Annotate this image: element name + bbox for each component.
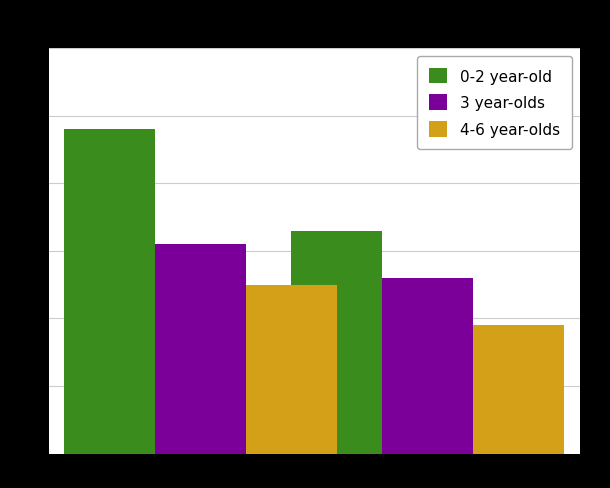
Bar [382,278,473,454]
Bar [155,244,246,454]
Bar [473,325,564,454]
Bar [246,285,337,454]
Bar [292,231,382,454]
Legend: 0-2 year-old, 3 year-olds, 4-6 year-olds: 0-2 year-old, 3 year-olds, 4-6 year-olds [417,57,572,150]
Bar [64,130,155,454]
